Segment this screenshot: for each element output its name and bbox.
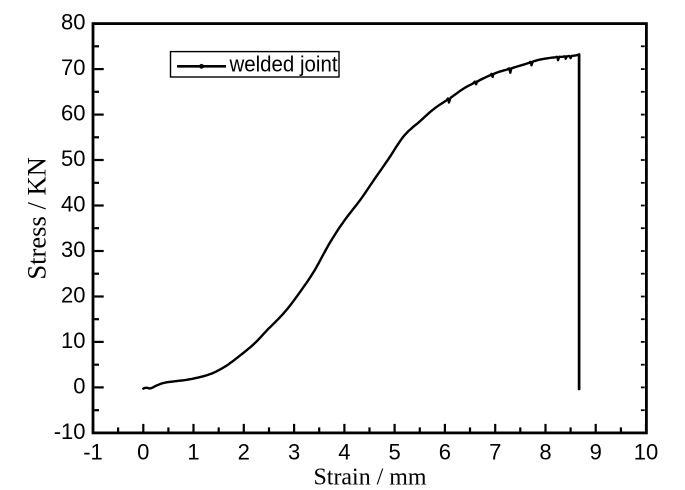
svg-text:3: 3: [288, 440, 300, 465]
svg-text:2: 2: [238, 440, 250, 465]
svg-text:1: 1: [187, 440, 199, 465]
svg-text:50: 50: [61, 146, 85, 171]
svg-text:0: 0: [73, 373, 85, 398]
svg-text:20: 20: [61, 283, 85, 308]
svg-text:4: 4: [338, 440, 350, 465]
svg-text:welded joint: welded joint: [229, 52, 338, 77]
svg-text:7: 7: [489, 440, 501, 465]
svg-text:Strain / mm: Strain / mm: [314, 465, 427, 490]
svg-text:Stress / KN: Stress / KN: [22, 157, 52, 279]
svg-text:80: 80: [61, 10, 85, 35]
svg-text:-1: -1: [83, 440, 103, 465]
svg-text:70: 70: [61, 55, 85, 80]
svg-text:6: 6: [439, 440, 451, 465]
svg-text:9: 9: [590, 440, 602, 465]
svg-text:60: 60: [61, 101, 85, 126]
svg-text:10: 10: [634, 440, 658, 465]
svg-text:5: 5: [388, 440, 400, 465]
svg-text:8: 8: [539, 440, 551, 465]
svg-text:-10: -10: [54, 419, 86, 444]
svg-text:30: 30: [61, 237, 85, 262]
svg-text:10: 10: [61, 328, 85, 353]
svg-text:0: 0: [137, 440, 149, 465]
svg-text:40: 40: [61, 192, 85, 217]
